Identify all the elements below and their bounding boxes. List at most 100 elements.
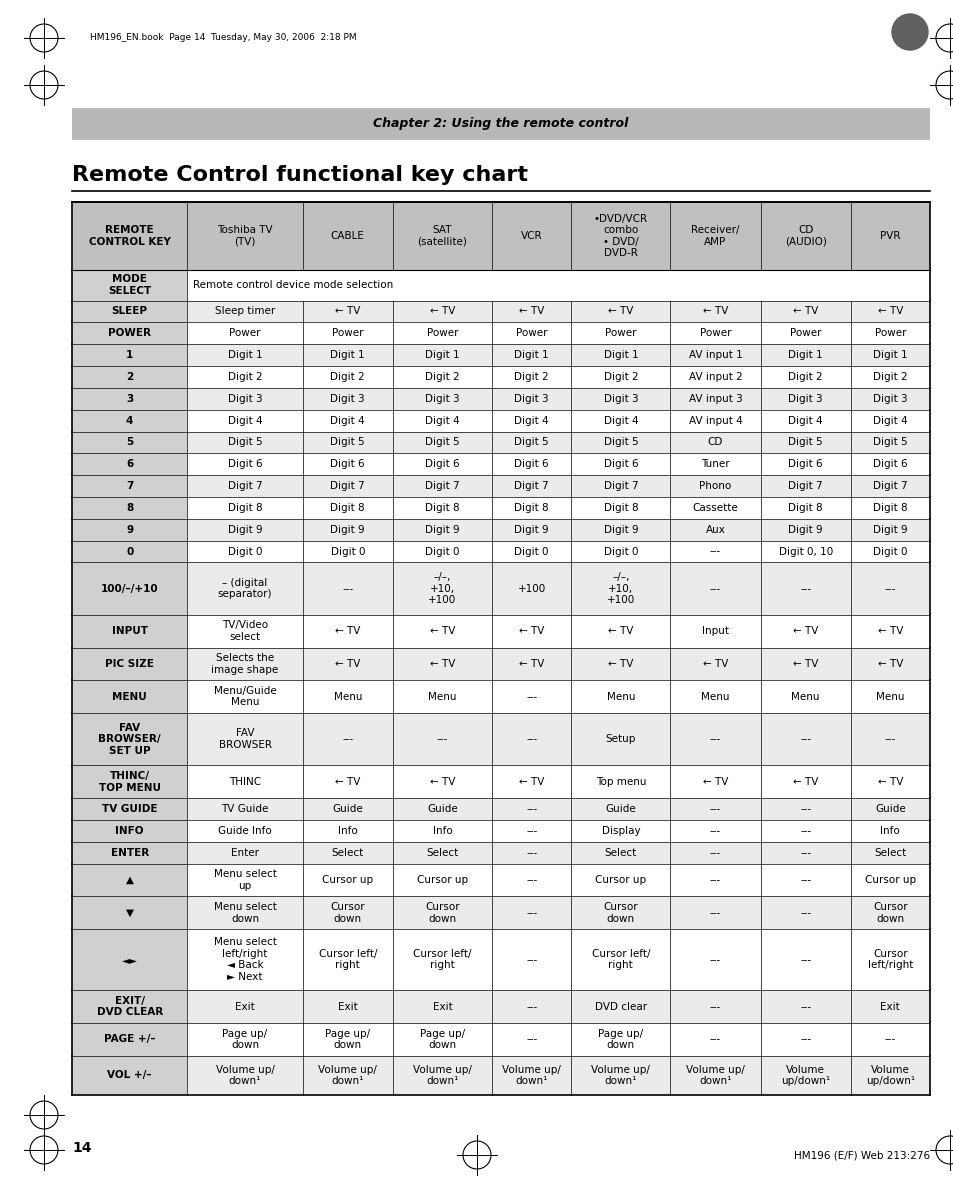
Text: Cursor left/
right: Cursor left/ right xyxy=(318,948,376,970)
Text: Digit 0: Digit 0 xyxy=(514,546,548,557)
Bar xyxy=(71,322,929,345)
Bar xyxy=(71,614,929,648)
Text: Digit 1: Digit 1 xyxy=(603,350,638,360)
Text: Phono: Phono xyxy=(699,481,731,492)
Bar xyxy=(71,896,929,929)
Text: Digit 1: Digit 1 xyxy=(872,350,906,360)
Text: FAV
BROWSER: FAV BROWSER xyxy=(218,729,272,750)
Text: 9: 9 xyxy=(126,525,133,534)
Text: Select: Select xyxy=(604,848,637,858)
Text: Digit 9: Digit 9 xyxy=(228,525,262,534)
Text: ← TV: ← TV xyxy=(877,659,902,669)
Bar xyxy=(71,680,187,713)
Text: Digit 4: Digit 4 xyxy=(872,415,906,426)
Text: AV input 4: AV input 4 xyxy=(688,415,741,426)
Text: Digit 8: Digit 8 xyxy=(603,503,638,513)
Bar xyxy=(71,713,187,766)
Text: Digit 9: Digit 9 xyxy=(425,525,459,534)
Text: Menu select
up: Menu select up xyxy=(213,870,276,891)
Bar xyxy=(71,540,187,562)
Text: Display: Display xyxy=(601,826,639,836)
Text: Digit 1: Digit 1 xyxy=(425,350,459,360)
Text: –/–,
+10,
+100: –/–, +10, +100 xyxy=(606,573,635,605)
Bar xyxy=(71,453,929,475)
Text: AV input 2: AV input 2 xyxy=(688,372,741,382)
Text: Volume
up/down¹: Volume up/down¹ xyxy=(781,1064,829,1086)
Bar xyxy=(71,432,929,453)
Text: •DVD/VCR
combo
• DVD/
DVD-R: •DVD/VCR combo • DVD/ DVD-R xyxy=(593,214,647,259)
Text: FAV
BROWSER/
SET UP: FAV BROWSER/ SET UP xyxy=(98,723,161,756)
Text: Digit 9: Digit 9 xyxy=(787,525,822,534)
Text: Digit 6: Digit 6 xyxy=(425,459,459,469)
Bar xyxy=(71,1056,929,1095)
Text: CABLE: CABLE xyxy=(331,231,364,241)
Text: AV input 1: AV input 1 xyxy=(688,350,741,360)
Bar xyxy=(71,1056,187,1095)
Text: MODE
SELECT: MODE SELECT xyxy=(108,274,152,296)
Text: Menu: Menu xyxy=(791,692,819,701)
Text: Menu select
left/right
◄ Back
► Next: Menu select left/right ◄ Back ► Next xyxy=(213,938,276,982)
Text: ← TV: ← TV xyxy=(792,307,818,316)
Text: ← TV: ← TV xyxy=(702,777,727,787)
Text: ← TV: ← TV xyxy=(792,659,818,669)
Text: ← TV: ← TV xyxy=(608,626,633,636)
Bar xyxy=(71,648,187,680)
Bar xyxy=(71,109,929,140)
Bar xyxy=(71,322,187,345)
Text: Digit 3: Digit 3 xyxy=(872,394,906,403)
Text: Digit 4: Digit 4 xyxy=(603,415,638,426)
Text: Volume up/
down¹: Volume up/ down¹ xyxy=(215,1064,274,1086)
Text: CD
(AUDIO): CD (AUDIO) xyxy=(784,225,825,247)
Bar xyxy=(71,519,187,540)
Text: TV/Video
select: TV/Video select xyxy=(222,620,268,642)
Bar xyxy=(71,562,187,614)
Text: Power: Power xyxy=(789,328,821,339)
Text: Page up/
down: Page up/ down xyxy=(325,1028,370,1050)
Text: Digit 8: Digit 8 xyxy=(514,503,548,513)
Text: Page up/
down: Page up/ down xyxy=(598,1028,642,1050)
Bar xyxy=(71,432,187,453)
Text: Digit 4: Digit 4 xyxy=(514,415,548,426)
Text: ← TV: ← TV xyxy=(335,307,360,316)
Text: Menu: Menu xyxy=(700,692,729,701)
Text: ---: --- xyxy=(342,583,353,594)
Bar xyxy=(71,475,929,497)
Text: ← TV: ← TV xyxy=(429,626,455,636)
Text: Cursor left/
right: Cursor left/ right xyxy=(591,948,649,970)
Text: VCR: VCR xyxy=(520,231,542,241)
Bar xyxy=(71,766,929,798)
Text: PIC SIZE: PIC SIZE xyxy=(105,659,154,669)
Text: Enter: Enter xyxy=(231,848,259,858)
Text: Digit 5: Digit 5 xyxy=(787,438,822,447)
Text: Digit 8: Digit 8 xyxy=(330,503,365,513)
Text: ---: --- xyxy=(883,734,895,744)
Bar xyxy=(71,366,929,388)
Text: Digit 7: Digit 7 xyxy=(603,481,638,492)
Text: Power: Power xyxy=(516,328,547,339)
Text: Volume
up/down¹: Volume up/down¹ xyxy=(865,1064,914,1086)
Text: 100/–/+10: 100/–/+10 xyxy=(101,583,158,594)
Bar xyxy=(71,409,929,432)
Bar xyxy=(71,864,929,896)
Text: Digit 4: Digit 4 xyxy=(425,415,459,426)
Text: ▼: ▼ xyxy=(126,908,133,917)
Text: SLEEP: SLEEP xyxy=(112,307,148,316)
Text: Top menu: Top menu xyxy=(595,777,645,787)
Text: Menu: Menu xyxy=(428,692,456,701)
Text: Volume up/
down¹: Volume up/ down¹ xyxy=(501,1064,560,1086)
Text: ← TV: ← TV xyxy=(877,307,902,316)
Text: 4: 4 xyxy=(126,415,133,426)
Bar xyxy=(71,842,187,864)
Bar xyxy=(71,453,187,475)
Text: Digit 5: Digit 5 xyxy=(872,438,906,447)
Text: THINC/
TOP MENU: THINC/ TOP MENU xyxy=(98,771,160,792)
Text: Power: Power xyxy=(332,328,363,339)
Text: Digit 3: Digit 3 xyxy=(514,394,548,403)
Text: Digit 7: Digit 7 xyxy=(330,481,365,492)
Text: Menu: Menu xyxy=(875,692,903,701)
Bar xyxy=(187,270,929,301)
Text: ENTER: ENTER xyxy=(111,848,149,858)
Text: Digit 3: Digit 3 xyxy=(425,394,459,403)
Text: 8: 8 xyxy=(126,503,133,513)
Bar xyxy=(71,497,187,519)
